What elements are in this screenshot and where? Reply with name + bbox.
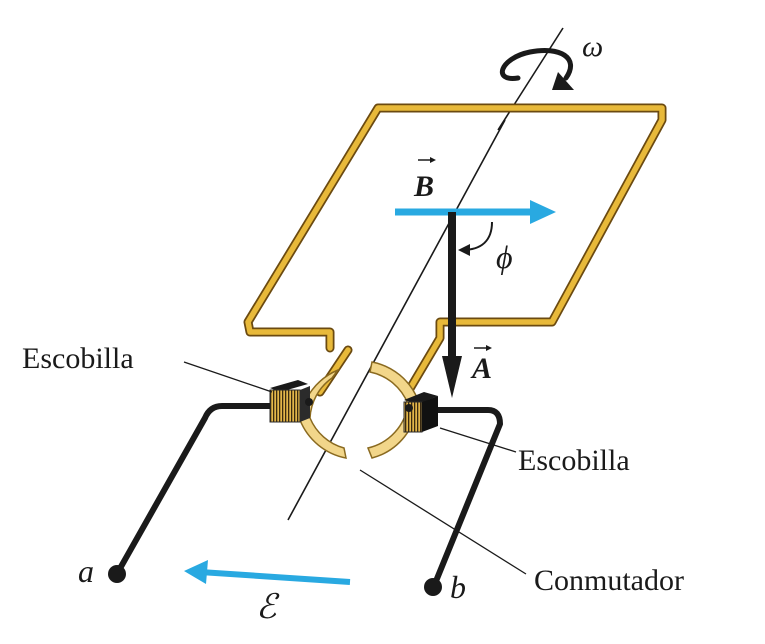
phi-arc-arrowhead <box>458 244 470 256</box>
rotation-axis-upper <box>497 27 564 131</box>
area-vector-arrowhead <box>442 356 462 398</box>
vector-hat-A <box>474 345 492 351</box>
area-vector-label: A <box>470 352 492 385</box>
wire-b <box>431 407 503 588</box>
brush-right-leader <box>439 427 517 453</box>
commutator-label: Conmutador <box>534 564 684 597</box>
magnetic-field-arrowhead <box>530 200 556 224</box>
commutator-leader <box>359 469 527 575</box>
terminal-a-dot <box>108 565 126 583</box>
emf-label: ℰ <box>256 589 280 626</box>
commutator-ring <box>299 361 419 459</box>
wire-a <box>115 403 270 574</box>
terminal-a-label: a <box>78 553 94 589</box>
terminal-b-label: b <box>450 569 466 605</box>
brush-right <box>403 392 438 433</box>
omega-label: ω <box>582 30 603 63</box>
field-label: B <box>413 170 434 203</box>
coil-contact-left <box>305 398 313 406</box>
brush-right-label: Escobilla <box>518 444 630 477</box>
brush-left-leader <box>183 361 273 393</box>
coil-contact-right <box>405 404 413 412</box>
vector-hat-B <box>418 157 436 163</box>
brush-left <box>269 380 310 423</box>
phi-label: ϕ <box>496 239 513 275</box>
emf-arrow <box>199 569 351 585</box>
emf-arrowhead <box>184 560 208 584</box>
rotation-axis-lower <box>287 119 506 521</box>
brush-left-label: Escobilla <box>22 342 134 375</box>
rotation-arrow-icon <box>499 48 574 90</box>
terminal-b-dot <box>424 578 442 596</box>
